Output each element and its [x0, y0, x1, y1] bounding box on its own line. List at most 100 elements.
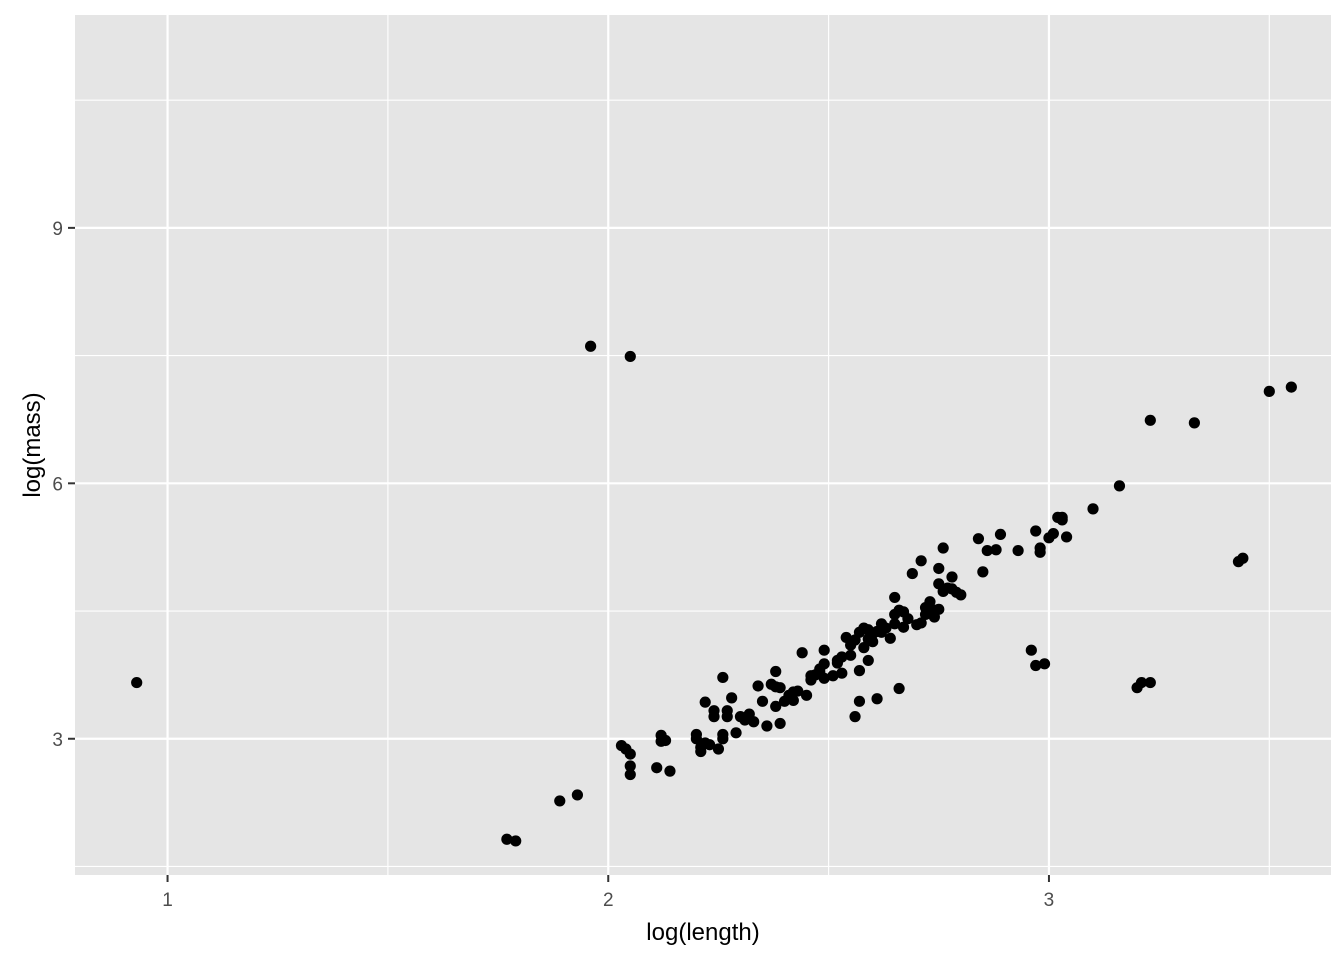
data-point — [1113, 480, 1126, 492]
x-tick-label: 2 — [603, 890, 614, 911]
data-point — [659, 734, 672, 747]
data-point — [712, 743, 725, 755]
data-point — [836, 651, 848, 663]
data-point — [889, 618, 901, 630]
data-point — [796, 647, 808, 659]
data-point — [867, 636, 879, 648]
x-tick-label: 3 — [1044, 890, 1055, 911]
data-point — [849, 711, 861, 723]
data-point — [889, 591, 901, 604]
y-tick-label: 6 — [52, 474, 63, 495]
data-point — [748, 716, 760, 728]
data-point — [695, 745, 707, 758]
data-point — [915, 617, 927, 629]
data-point — [915, 555, 927, 567]
data-point — [818, 658, 830, 670]
data-point — [699, 696, 711, 708]
data-point — [1034, 546, 1046, 558]
data-point — [1263, 385, 1275, 397]
data-point — [624, 350, 636, 363]
data-point — [1144, 414, 1156, 426]
data-point — [836, 667, 848, 679]
data-point — [977, 566, 989, 578]
data-point — [761, 720, 773, 732]
data-point — [862, 654, 874, 667]
data-point — [924, 596, 936, 608]
data-point — [818, 644, 830, 656]
data-point — [994, 528, 1007, 541]
data-point — [990, 544, 1002, 556]
data-point — [933, 562, 945, 575]
y-tick-label: 9 — [52, 219, 63, 240]
data-point — [1030, 659, 1042, 672]
data-point — [1060, 531, 1073, 543]
data-point — [501, 833, 513, 845]
data-point — [752, 680, 764, 692]
data-point — [756, 695, 769, 707]
data-point — [708, 711, 720, 723]
data-point — [845, 649, 857, 661]
data-point — [981, 544, 993, 557]
axis-ticks — [68, 226, 1050, 882]
data-point — [774, 717, 786, 730]
data-point — [571, 789, 584, 801]
data-point — [704, 739, 716, 751]
data-point — [721, 711, 733, 723]
data-point — [897, 621, 910, 633]
data-point — [884, 632, 896, 644]
data-point — [1135, 676, 1148, 689]
data-point — [585, 340, 597, 352]
data-point — [787, 694, 799, 707]
data-point — [1025, 644, 1037, 656]
data-point — [624, 760, 636, 772]
data-point — [880, 622, 892, 634]
data-point — [800, 689, 813, 701]
data-point — [624, 768, 636, 781]
data-point — [1087, 503, 1099, 515]
data-point — [902, 613, 914, 625]
data-point — [717, 671, 729, 684]
data-point — [937, 542, 949, 554]
data-point — [774, 682, 786, 694]
data-point — [827, 670, 839, 682]
data-point — [858, 642, 870, 654]
data-point — [1188, 417, 1200, 429]
data-point — [906, 567, 918, 580]
data-point — [770, 700, 782, 713]
data-point — [717, 733, 729, 745]
y-axis-title: log(mass) — [19, 392, 46, 497]
data-point — [853, 665, 866, 677]
y-tick-label: 3 — [52, 730, 63, 751]
data-point — [919, 608, 932, 621]
axis-tick-labels: 1 2 3 3 6 9 — [52, 219, 1054, 911]
data-point — [1030, 525, 1042, 537]
data-point — [624, 748, 636, 760]
data-point — [1144, 676, 1156, 689]
data-point — [770, 665, 782, 678]
data-point — [1237, 552, 1249, 564]
x-tick-label: 1 — [162, 890, 173, 911]
x-axis-title: log(length) — [646, 919, 759, 946]
data-point — [726, 692, 738, 704]
data-point — [730, 727, 742, 739]
data-point — [1285, 381, 1297, 393]
data-point — [946, 571, 958, 583]
data-point — [1038, 658, 1051, 670]
data-point — [933, 603, 945, 615]
data-point — [664, 765, 676, 777]
data-point — [554, 795, 566, 807]
data-point — [131, 676, 143, 689]
data-point — [690, 733, 702, 745]
data-point — [853, 695, 866, 707]
data-point — [651, 762, 663, 774]
data-point — [972, 533, 985, 545]
data-point — [871, 693, 883, 705]
data-point — [1047, 527, 1059, 540]
minor-gridlines — [75, 15, 1331, 875]
plot-panel — [75, 15, 1331, 875]
data-point — [1012, 544, 1024, 557]
data-point — [955, 589, 967, 601]
data-point — [510, 835, 522, 847]
data-points — [131, 340, 1297, 847]
